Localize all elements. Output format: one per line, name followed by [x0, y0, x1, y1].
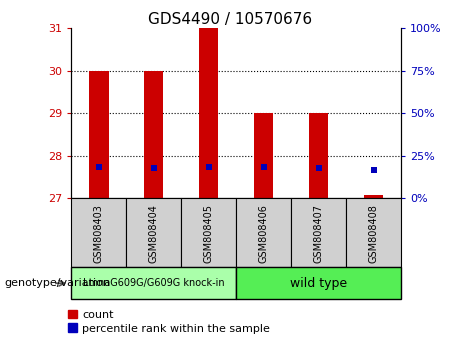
Text: GSM808408: GSM808408: [369, 204, 378, 263]
Text: GSM808406: GSM808406: [259, 204, 269, 263]
Text: GDS4490 / 10570676: GDS4490 / 10570676: [148, 12, 313, 27]
Text: LmnaG609G/G609G knock-in: LmnaG609G/G609G knock-in: [83, 278, 225, 288]
Bar: [346, 198, 401, 267]
Bar: [291, 198, 346, 267]
Bar: [309, 113, 328, 198]
Bar: [181, 198, 236, 267]
Bar: [236, 267, 401, 299]
Bar: [364, 195, 383, 198]
Text: GSM808407: GSM808407: [313, 204, 324, 263]
Bar: [126, 198, 181, 267]
Bar: [199, 28, 219, 198]
Bar: [71, 198, 126, 267]
Text: wild type: wild type: [290, 277, 347, 290]
Text: GSM808403: GSM808403: [94, 204, 104, 263]
Text: genotype/variation: genotype/variation: [5, 278, 111, 288]
Bar: [89, 71, 108, 198]
Bar: [71, 267, 236, 299]
Bar: [254, 113, 273, 198]
Bar: [236, 198, 291, 267]
Legend: count, percentile rank within the sample: count, percentile rank within the sample: [68, 310, 270, 333]
Text: GSM808404: GSM808404: [149, 204, 159, 263]
Text: GSM808405: GSM808405: [204, 204, 214, 263]
Bar: [144, 71, 164, 198]
